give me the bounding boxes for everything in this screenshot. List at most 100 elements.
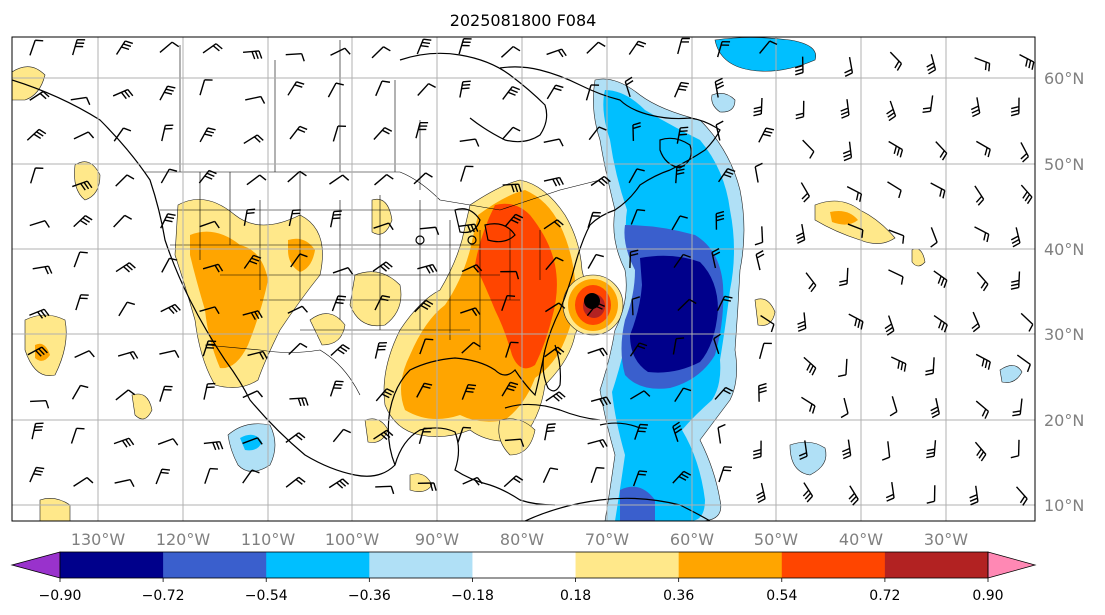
colorbar-tick-label: 0.18 <box>560 588 591 604</box>
wind-barb <box>30 399 50 409</box>
longitude-label: 100°W <box>325 530 380 549</box>
wind-barb <box>242 50 263 60</box>
wind-barb <box>243 134 264 145</box>
wind-barb <box>458 38 472 55</box>
wind-barb <box>590 466 605 483</box>
wind-barb <box>844 57 854 77</box>
coastline-south-america <box>524 497 711 521</box>
wind-barb <box>800 182 811 203</box>
colorbar-segment <box>266 552 370 578</box>
wind-barb <box>503 475 524 488</box>
wind-barb <box>888 140 904 158</box>
shade-corner-yellow <box>39 498 71 521</box>
wind-barb <box>73 476 94 487</box>
wind-barb <box>798 440 808 461</box>
wind-barb <box>848 485 859 506</box>
wind-barb <box>27 346 48 357</box>
wind-barb <box>754 162 763 183</box>
wind-barb <box>885 481 895 502</box>
wind-barb <box>31 422 44 440</box>
wind-barb <box>1020 312 1034 332</box>
wind-barb <box>846 186 863 202</box>
latitude-label: 10°N <box>1044 496 1084 515</box>
coastline-canada-east <box>499 66 721 171</box>
colorbar-segment <box>369 552 473 578</box>
wind-barb <box>115 262 136 273</box>
shade-pacific-yellow-1 <box>24 314 67 377</box>
wind-barb <box>1012 398 1023 417</box>
wind-barb <box>115 389 136 401</box>
wind-barb <box>202 43 223 54</box>
longitude-label: 90°W <box>415 530 459 549</box>
wind-barb <box>590 175 611 187</box>
wind-barb <box>29 220 50 228</box>
wind-barb <box>332 125 347 142</box>
wind-barb <box>374 341 387 359</box>
wind-barb <box>969 485 979 506</box>
wind-barb <box>461 341 481 354</box>
wind-barb <box>288 342 308 356</box>
wind-barb <box>373 127 393 140</box>
wind-barb <box>331 295 347 312</box>
wind-barb <box>848 313 864 330</box>
wind-barb <box>505 341 519 358</box>
wind-barb <box>161 124 174 142</box>
colorbar-tick-label: −0.72 <box>142 588 185 604</box>
wind-barb <box>73 215 93 228</box>
wind-barb <box>1010 97 1020 117</box>
colorbar-frame <box>59 551 989 579</box>
map-panel: 130°W 120°W 110°W 100°W 90°W 80°W 70°W 60°W 50°W… <box>11 36 1084 549</box>
shade-alaska-yellow <box>12 66 46 101</box>
wind-barb <box>1020 142 1030 163</box>
wind-barb <box>502 86 521 100</box>
latitude-label: 60°N <box>1044 69 1084 88</box>
wind-barb <box>922 95 934 113</box>
hurricane-center-dot <box>584 293 600 309</box>
wind-barb <box>460 307 481 317</box>
shade-east-atl-lightblue <box>999 365 1023 383</box>
shade-midatl-lightblue <box>789 441 827 476</box>
shade-pacific-yellow-2 <box>74 161 101 201</box>
wind-barb <box>925 357 935 376</box>
wind-barb <box>373 222 394 231</box>
wind-barb <box>416 38 432 55</box>
wind-barb <box>243 254 262 269</box>
wind-barb <box>759 40 778 54</box>
wind-barb <box>760 314 775 333</box>
colorbar-segment <box>575 552 680 578</box>
longitude-label: 110°W <box>241 530 296 549</box>
coastline-north-america <box>12 79 556 506</box>
colorbar-segment <box>472 552 577 578</box>
wind-barb <box>624 76 634 98</box>
wind-barb <box>29 39 44 56</box>
wind-barb <box>837 358 848 378</box>
wind-barb <box>459 138 480 147</box>
coastline-hispaniola <box>599 422 641 429</box>
wind-barb <box>756 482 766 504</box>
longitude-label: 60°W <box>670 530 714 549</box>
wind-barb <box>242 469 260 484</box>
colorbar-tick-label: 0.36 <box>663 588 694 604</box>
wind-barb <box>72 180 93 191</box>
wind-barb <box>287 170 307 183</box>
wind-barb <box>459 80 471 98</box>
wind-barb <box>586 41 606 54</box>
wind-barb <box>112 88 134 100</box>
colorbar-tick-label: 0.54 <box>766 588 797 604</box>
wind-barb <box>935 141 948 161</box>
wind-barb <box>290 253 308 268</box>
wind-barb <box>753 440 762 460</box>
wind-barb <box>115 40 134 55</box>
wind-barb <box>628 168 645 184</box>
shade-atlantic-navy <box>630 255 718 373</box>
wind-barb <box>711 248 721 269</box>
wind-barb <box>371 46 391 59</box>
wind-barb <box>74 350 95 359</box>
wind-barb <box>629 342 648 357</box>
latitude-label: 30°N <box>1044 325 1084 344</box>
longitude-label: 40°W <box>839 530 883 549</box>
wind-barb <box>1015 486 1028 506</box>
wind-barb <box>673 253 691 269</box>
wind-barb <box>890 356 907 372</box>
wind-barb <box>460 165 474 182</box>
